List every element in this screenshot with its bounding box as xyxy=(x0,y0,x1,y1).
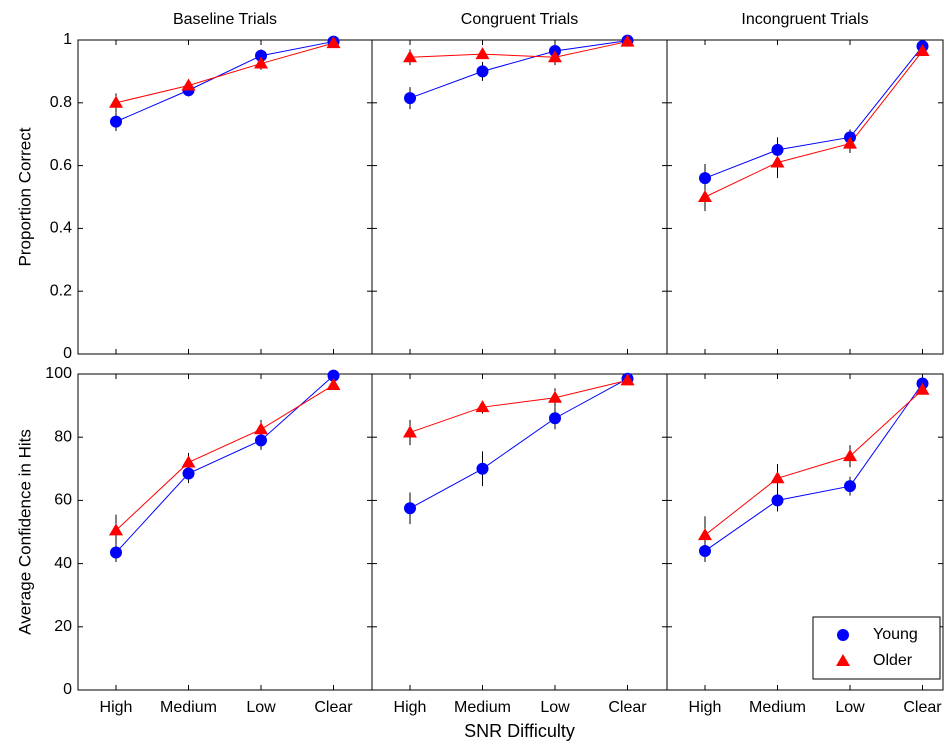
plot-frame xyxy=(371,39,668,355)
marker-triangle xyxy=(843,136,857,149)
series-line xyxy=(704,389,923,536)
marker-triangle xyxy=(475,47,490,60)
marker-triangle xyxy=(403,50,417,63)
legend-label: Young xyxy=(873,626,918,643)
panel-title: Congruent Trials xyxy=(461,11,578,28)
marker-circle xyxy=(255,434,267,447)
plot-frame xyxy=(77,39,373,355)
marker-circle xyxy=(327,369,340,382)
marker-circle xyxy=(182,467,195,480)
legend-box xyxy=(812,616,941,680)
marker-triangle xyxy=(181,455,196,468)
x-tick-label: Clear xyxy=(314,699,353,716)
marker-triangle xyxy=(770,155,785,168)
y-tick-label: 20 xyxy=(54,618,72,635)
marker-circle xyxy=(255,49,267,62)
x-tick-label: Clear xyxy=(903,699,942,716)
marker-triangle xyxy=(326,36,341,49)
x-tick-label: High xyxy=(394,699,427,716)
x-tick-label: Medium xyxy=(160,699,217,716)
series-line xyxy=(704,50,923,198)
y-tick-label: 1 xyxy=(63,31,72,48)
y-tick-label: 0.2 xyxy=(50,282,72,299)
marker-circle xyxy=(771,143,784,156)
x-tick-label: Clear xyxy=(608,699,647,716)
y-tick-label: 0.6 xyxy=(50,157,72,174)
marker-triangle xyxy=(403,425,417,438)
marker-triangle xyxy=(620,373,635,386)
x-axis-label: SNR Difficulty xyxy=(464,721,575,741)
x-tick-label: Medium xyxy=(454,699,511,716)
y-axis-label: Proportion Correct xyxy=(15,127,34,266)
marker-circle xyxy=(404,502,416,515)
marker-triangle xyxy=(109,523,123,536)
marker-triangle xyxy=(698,528,712,541)
series-line xyxy=(115,375,334,553)
series-line xyxy=(409,379,628,433)
panel-title: Incongruent Trials xyxy=(741,11,868,28)
series-line xyxy=(409,40,628,99)
y-axis-label: Average Confidence in Hits xyxy=(15,429,34,635)
x-tick-label: High xyxy=(689,699,722,716)
marker-triangle xyxy=(620,34,635,47)
x-tick-label: High xyxy=(100,699,133,716)
series-line xyxy=(115,384,334,531)
x-tick-label: Low xyxy=(835,699,865,716)
y-tick-label: 0.8 xyxy=(50,94,72,111)
panel-title: Baseline Trials xyxy=(173,11,277,28)
marker-circle xyxy=(110,546,122,559)
series-line xyxy=(115,42,334,104)
marker-triangle xyxy=(698,190,712,202)
marker-triangle xyxy=(181,78,196,91)
y-tick-label: 0 xyxy=(63,681,72,698)
series-line xyxy=(115,41,334,123)
plot-frame xyxy=(666,373,944,691)
marker-circle xyxy=(771,494,784,507)
y-tick-label: 40 xyxy=(54,555,72,572)
marker-circle xyxy=(699,172,711,185)
y-tick-label: 0 xyxy=(63,345,72,362)
marker-triangle xyxy=(254,422,268,435)
marker-triangle xyxy=(548,390,562,403)
x-tick-label: Medium xyxy=(749,699,806,716)
legend-label: Older xyxy=(873,652,913,669)
marker-circle xyxy=(404,92,416,105)
plot-frame xyxy=(371,373,668,691)
series-line xyxy=(704,45,923,179)
marker-triangle xyxy=(475,400,490,413)
y-tick-label: 60 xyxy=(54,492,72,509)
x-tick-label: Low xyxy=(540,699,570,716)
y-tick-label: 80 xyxy=(54,428,72,445)
marker-triangle xyxy=(326,378,341,391)
marker-triangle xyxy=(915,382,930,395)
marker-circle xyxy=(549,412,561,425)
series-line xyxy=(409,41,628,58)
marker-circle xyxy=(476,65,489,78)
marker-triangle xyxy=(770,471,785,484)
marker-triangle xyxy=(915,43,930,56)
marker-triangle xyxy=(109,95,123,108)
plot-frame xyxy=(77,373,373,691)
marker-circle xyxy=(476,462,489,475)
x-tick-label: Low xyxy=(246,699,276,716)
marker-circle xyxy=(844,480,856,493)
marker-triangle xyxy=(548,50,562,63)
y-tick-label: 0.4 xyxy=(50,220,72,237)
legend-marker xyxy=(836,654,850,666)
plot-frame xyxy=(666,39,944,355)
marker-circle xyxy=(110,115,122,128)
marker-triangle xyxy=(843,449,857,462)
marker-triangle xyxy=(254,56,268,69)
marker-circle xyxy=(699,544,711,557)
y-tick-label: 100 xyxy=(45,365,72,382)
series-line xyxy=(704,383,923,552)
legend-marker xyxy=(837,629,849,641)
series-line xyxy=(409,378,628,509)
